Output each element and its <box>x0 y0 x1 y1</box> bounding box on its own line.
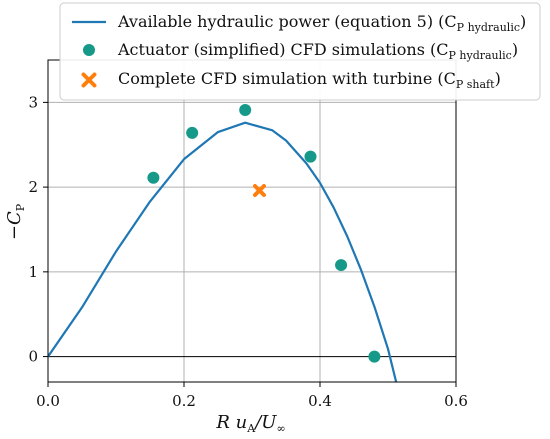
x-axis-label-sub: A <box>246 422 256 435</box>
actuator-point <box>368 350 381 363</box>
x-axis-label-tail: /U <box>253 412 277 433</box>
x-tick-label: 0.6 <box>444 392 468 410</box>
turbine-point <box>252 183 266 197</box>
plot-frame <box>47 59 457 383</box>
y-axis-label-main: −C <box>4 211 25 240</box>
legend-label-line-sub: P hydraulic <box>457 21 520 34</box>
y-tick-label: 3 <box>28 93 38 111</box>
legend-label-line-tail: ) <box>520 12 526 31</box>
series-layer <box>48 103 398 382</box>
actuator-point <box>239 103 252 116</box>
legend-label-turbine: Complete CFD simulation with turbine (CP… <box>118 69 501 91</box>
legend-turbine-swatch <box>81 72 97 88</box>
legend-label-turbine-tail: ) <box>495 69 501 88</box>
actuator-point <box>335 259 348 272</box>
grid-lines <box>48 60 456 382</box>
y-axis-label-sub: P <box>14 203 27 211</box>
x-tick-label: 0.4 <box>308 392 332 410</box>
y-tick-label: 0 <box>28 348 38 366</box>
actuator-point <box>147 171 160 184</box>
tick-layer: 0.0 0.2 0.4 0.6 0 1 2 3 <box>28 93 467 410</box>
legend-label-actuator: Actuator (simplified) CFD simulations (C… <box>117 40 518 62</box>
y-tick-label: 1 <box>28 263 38 281</box>
x-axis-label-sub2: ∞ <box>276 422 285 435</box>
legend-actuator-swatch <box>83 44 95 56</box>
y-axis-label: −CP <box>4 203 27 240</box>
legend-box <box>59 2 541 101</box>
x-tick-label: 0.2 <box>172 392 196 410</box>
y-tick-label: 2 <box>28 178 38 196</box>
hydraulic-power-curve <box>48 121 398 382</box>
legend: Available hydraulic power (equation 5) (… <box>59 2 541 101</box>
x-tick-label: 0.0 <box>36 392 60 410</box>
legend-label-turbine-main: Complete CFD simulation with turbine (C <box>118 69 456 88</box>
actuator-point <box>304 150 317 163</box>
legend-label-actuator-tail: ) <box>512 40 518 59</box>
actuator-point <box>186 126 199 139</box>
x-axis-label-main: R u <box>215 412 247 433</box>
legend-label-line: Available hydraulic power (equation 5) (… <box>117 12 526 34</box>
x-axis-label: R uA/U∞ <box>215 412 285 435</box>
legend-label-line-main: Available hydraulic power (equation 5) (… <box>117 12 457 31</box>
legend-label-actuator-sub: P hydraulic <box>449 49 512 62</box>
legend-label-turbine-sub: P shaft <box>456 78 495 91</box>
legend-label-actuator-main: Actuator (simplified) CFD simulations (C <box>117 40 449 59</box>
